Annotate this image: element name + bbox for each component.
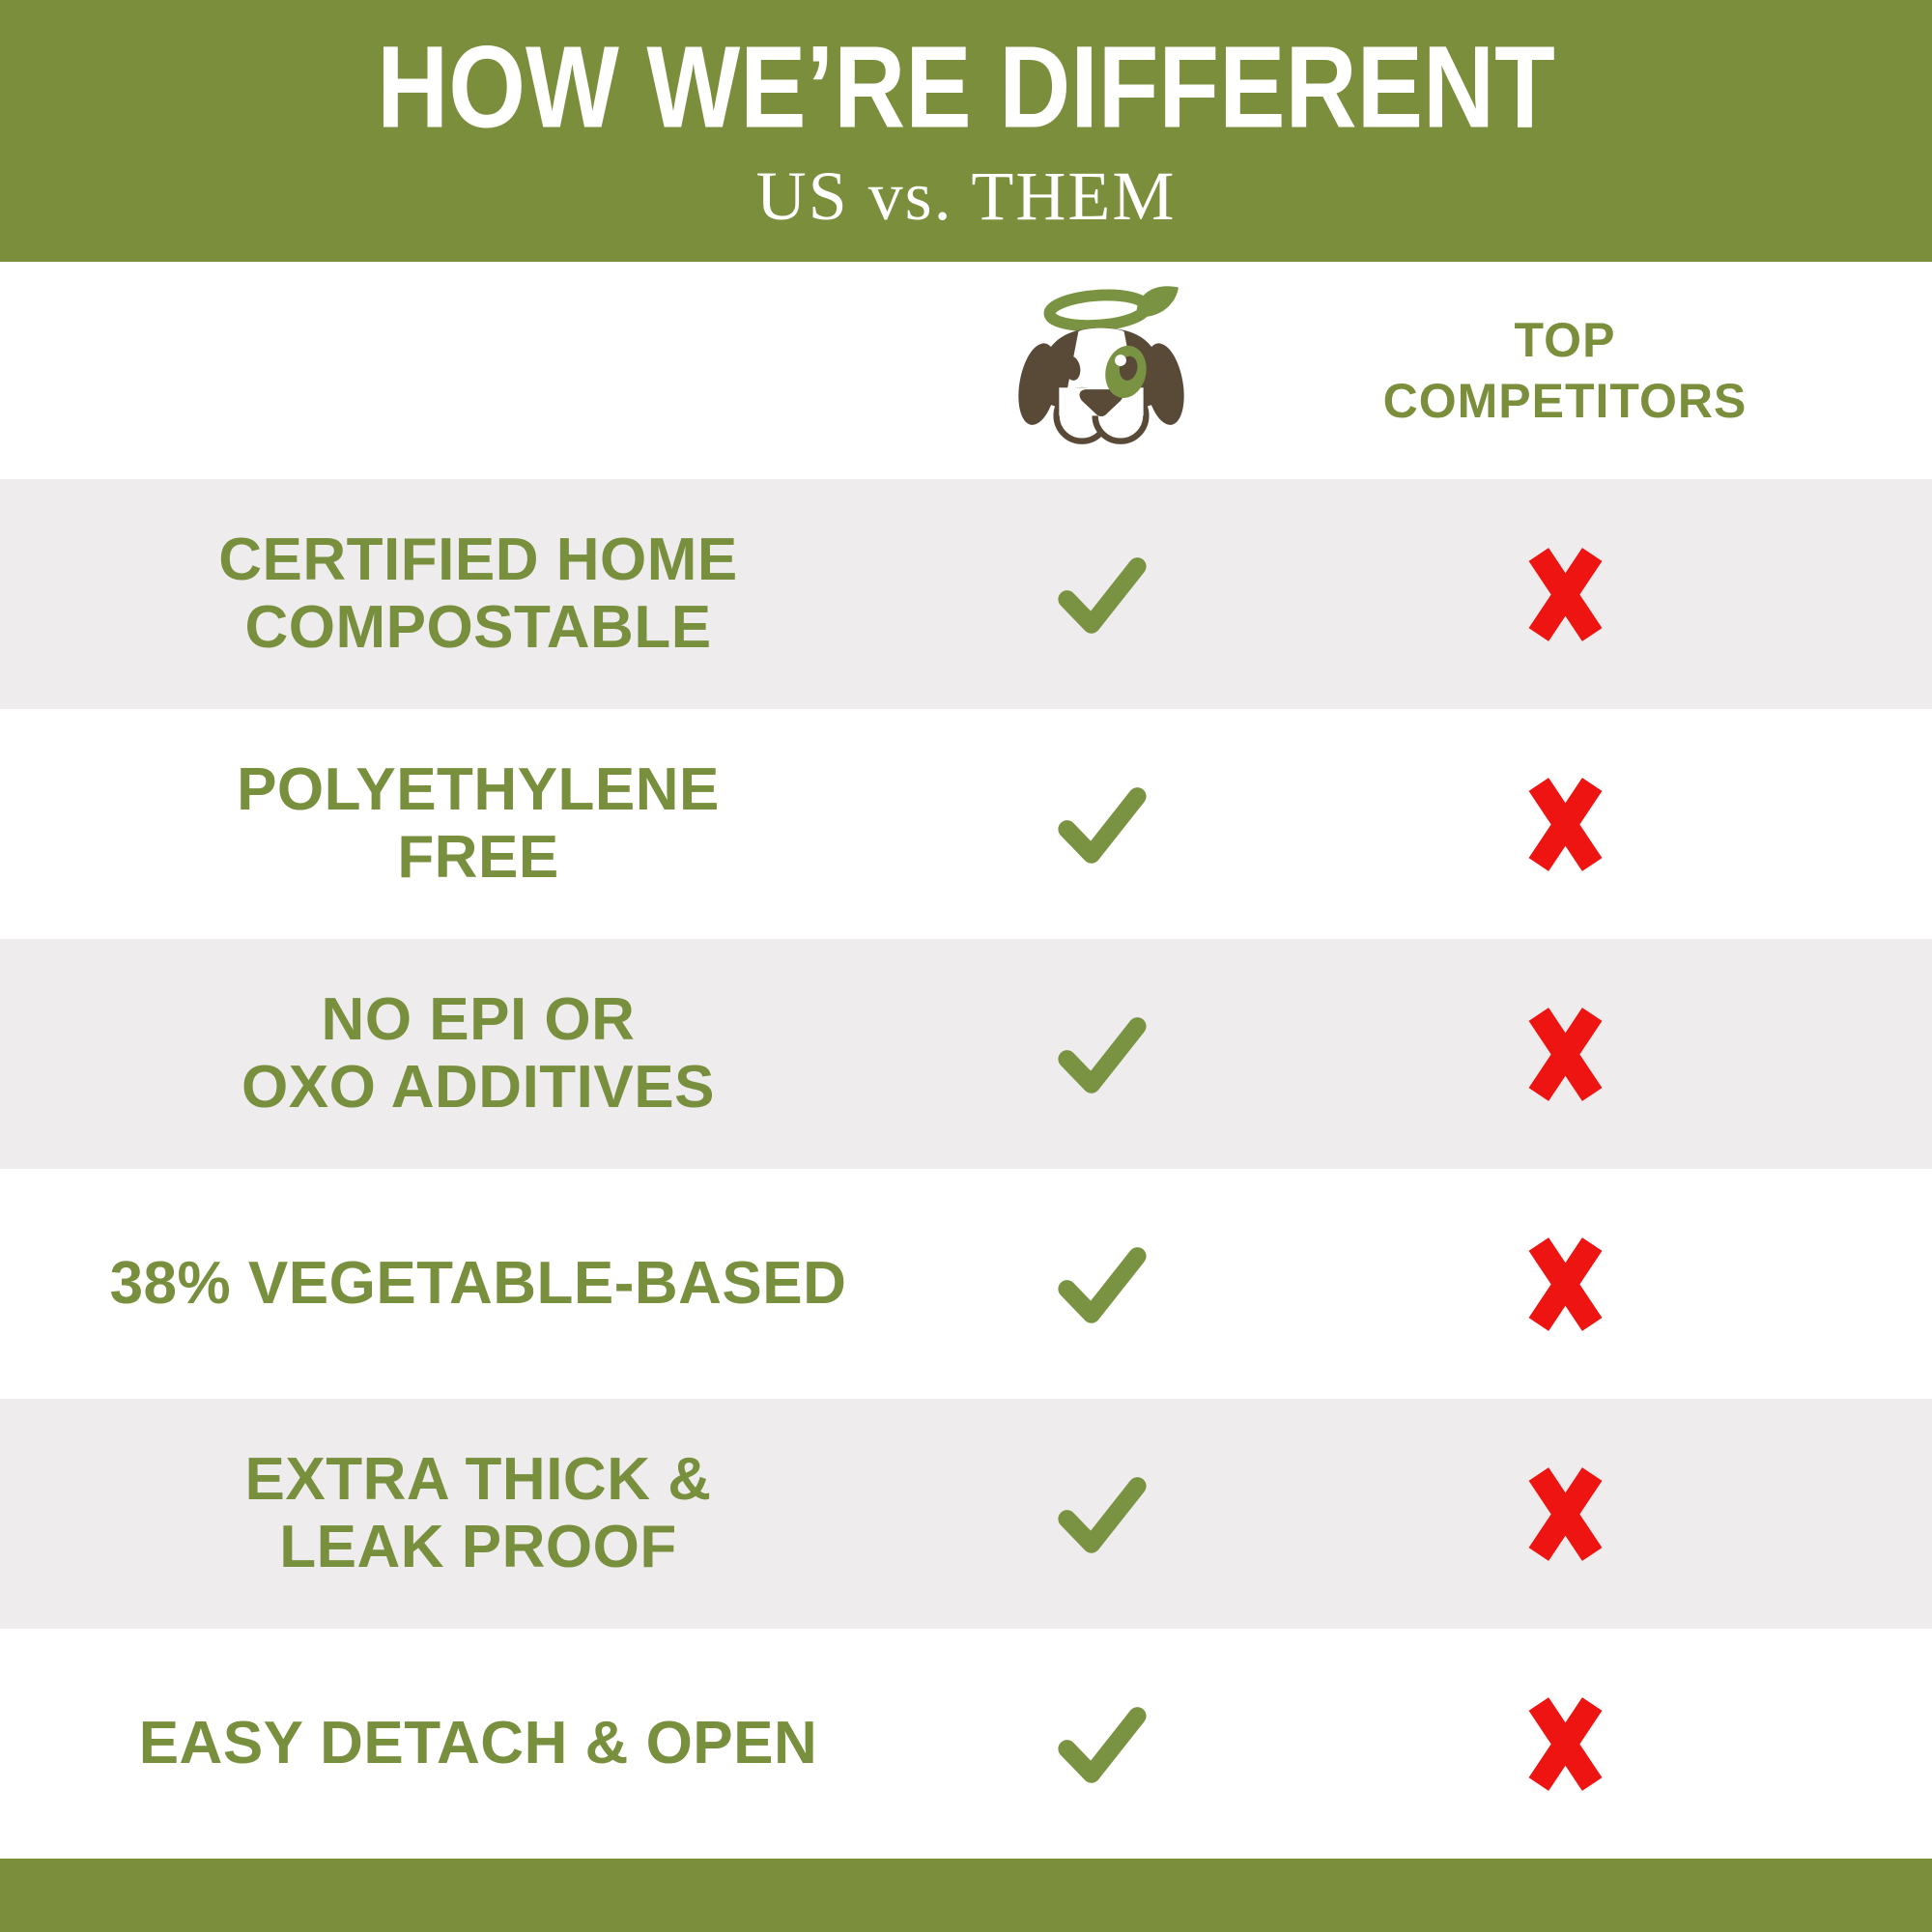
us-value-cell: [1055, 1467, 1149, 1561]
cross-icon: [1525, 545, 1605, 644]
brand-logo: [1005, 278, 1198, 464]
feature-label: EASY DETACH & OPEN: [138, 1709, 818, 1776]
table-row: EXTRA THICK & LEAK PROOF: [0, 1399, 1932, 1629]
footer-band: [0, 1859, 1932, 1932]
feature-label: CERTIFIED HOME COMPOSTABLE: [218, 526, 738, 661]
table-row: CERTIFIED HOME COMPOSTABLE: [0, 479, 1932, 709]
check-icon: [1055, 1697, 1149, 1791]
leaf-icon: [1136, 285, 1179, 317]
feature-label: NO EPI OR OXO ADDITIVES: [242, 985, 715, 1121]
halo-icon: [1043, 289, 1152, 331]
cross-icon: [1525, 1694, 1605, 1794]
check-icon: [1055, 1008, 1149, 1101]
page-subtitle: US vs. THEM: [755, 156, 1177, 235]
competitors-value-cell: [1525, 1464, 1605, 1564]
competitors-value-cell: [1525, 545, 1605, 644]
check-icon: [1055, 1467, 1149, 1561]
us-value-cell: [1055, 1237, 1149, 1331]
cross-icon: [1525, 1464, 1605, 1564]
competitors-value-cell: [1525, 1005, 1605, 1104]
feature-label: 38% VEGETABLE-BASED: [109, 1249, 847, 1317]
page-title: HOW WE’RE DIFFERENT: [377, 20, 1555, 152]
us-value-cell: [1055, 1697, 1149, 1791]
check-icon: [1055, 1237, 1149, 1331]
competitors-value-cell: [1525, 1694, 1605, 1794]
table-row: NO EPI OR OXO ADDITIVES: [0, 939, 1932, 1169]
dog-leaf-halo-logo-icon: [1018, 285, 1184, 444]
cross-icon: [1525, 1005, 1605, 1104]
competitors-value-cell: [1525, 1235, 1605, 1334]
table-row: POLYETHYLENE FREE: [0, 709, 1932, 939]
check-icon: [1055, 778, 1149, 871]
header-band: HOW WE’RE DIFFERENT US vs. THEM: [0, 0, 1932, 262]
us-value-cell: [1055, 548, 1149, 641]
us-value-cell: [1055, 778, 1149, 871]
column-header-row: TOP COMPETITORS: [0, 262, 1932, 479]
competitors-value-cell: [1525, 775, 1605, 874]
check-icon: [1055, 548, 1149, 641]
table-row: EASY DETACH & OPEN: [0, 1629, 1932, 1859]
cross-icon: [1525, 775, 1605, 874]
table-row: 38% VEGETABLE-BASED: [0, 1169, 1932, 1399]
feature-label: POLYETHYLENE FREE: [237, 755, 720, 891]
us-value-cell: [1055, 1008, 1149, 1101]
feature-label: EXTRA THICK & LEAK PROOF: [244, 1445, 712, 1580]
competitors-column-header: TOP COMPETITORS: [1382, 312, 1747, 428]
cross-icon: [1525, 1235, 1605, 1334]
